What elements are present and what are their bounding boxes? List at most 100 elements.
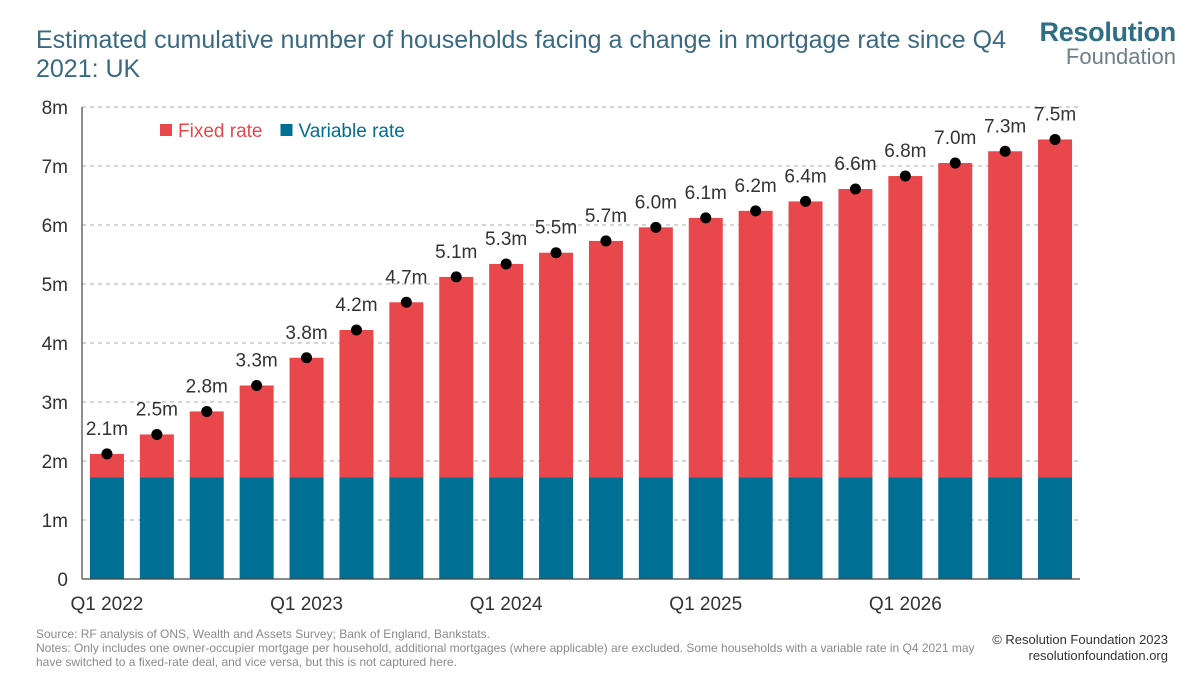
- data-label: 7.5m: [1034, 104, 1076, 125]
- bar-fixed-rate: [489, 263, 524, 478]
- data-label: 5.5m: [535, 218, 577, 239]
- data-label: 2.5m: [136, 399, 178, 420]
- bar-variable-rate: [489, 477, 524, 579]
- total-marker: [450, 271, 462, 283]
- bar-variable-rate: [688, 477, 723, 579]
- total-marker: [101, 448, 113, 460]
- bar-fixed-rate: [89, 453, 124, 478]
- bar-fixed-rate: [938, 163, 973, 478]
- bar-fixed-rate: [439, 276, 474, 478]
- y-tick-label: 0: [57, 570, 68, 591]
- total-marker: [151, 428, 163, 440]
- logo-line-1: Resolution: [1039, 17, 1177, 47]
- total-marker: [500, 258, 512, 270]
- bar-variable-rate: [89, 477, 124, 579]
- chart-title: Estimated cumulative number of household…: [36, 26, 1006, 83]
- y-tick-label: 1m: [42, 511, 68, 532]
- total-marker: [550, 247, 562, 259]
- data-label: 5.3m: [485, 229, 527, 250]
- bar-fixed-rate: [688, 217, 723, 478]
- total-marker: [251, 379, 263, 391]
- bar-fixed-rate: [838, 189, 873, 478]
- legend-label: Variable rate: [298, 121, 404, 142]
- data-label: 6.1m: [685, 183, 727, 204]
- bar-fixed-rate: [289, 357, 324, 478]
- copyright-text: © Resolution Foundation 2023: [992, 632, 1168, 647]
- x-tick-label: Q1 2024: [470, 594, 543, 615]
- bar-variable-rate: [638, 477, 673, 579]
- bar-variable-rate: [289, 477, 324, 579]
- notes-text: Notes: Only includes one owner-occupier …: [36, 641, 975, 669]
- legend-swatch: [160, 124, 172, 136]
- data-label: 5.1m: [435, 242, 477, 263]
- y-tick-label: 5m: [42, 275, 68, 296]
- data-label: 6.8m: [884, 141, 926, 162]
- bar-variable-rate: [1038, 477, 1073, 579]
- total-marker: [750, 205, 762, 217]
- y-tick-label: 7m: [42, 157, 68, 178]
- logo-line-2: Foundation: [1065, 44, 1176, 69]
- gridlines: [82, 106, 1080, 521]
- bar-fixed-rate: [1038, 139, 1073, 478]
- y-tick-label: 3m: [42, 393, 68, 414]
- data-label: 6.2m: [735, 176, 777, 197]
- total-marker: [849, 183, 861, 195]
- bar-variable-rate: [539, 477, 574, 579]
- bar-fixed-rate: [988, 151, 1023, 478]
- bars: [89, 139, 1073, 579]
- legend: Fixed rate Variable rate: [160, 121, 405, 142]
- data-label: 3.8m: [285, 323, 327, 344]
- bar-variable-rate: [588, 477, 623, 579]
- y-tick-label: 4m: [42, 334, 68, 355]
- total-marker: [650, 221, 662, 233]
- bar-variable-rate: [938, 477, 973, 579]
- data-label: 6.6m: [834, 154, 876, 175]
- data-label: 2.8m: [186, 376, 228, 397]
- total-markers: [101, 133, 1061, 460]
- bar-fixed-rate: [339, 330, 374, 478]
- legend-label: Fixed rate: [178, 121, 262, 142]
- data-label: 4.2m: [335, 295, 377, 316]
- data-label: 7.3m: [984, 116, 1026, 137]
- data-label: 5.7m: [585, 206, 627, 227]
- bar-fixed-rate: [638, 227, 673, 478]
- data-label: 2.1m: [86, 419, 128, 440]
- y-tick-label: 6m: [42, 216, 68, 237]
- x-tick-label: Q1 2025: [669, 594, 742, 615]
- bar-variable-rate: [788, 477, 823, 579]
- x-tick-label: Q1 2022: [70, 594, 143, 615]
- axes: 0 1m 2m 3m 4m 5m 6m 7m 8m Q1 2022 Q1 2023 Q1 2024 Q1…: [42, 98, 1080, 615]
- bar-variable-rate: [239, 477, 274, 579]
- bar-fixed-rate: [888, 176, 923, 478]
- credit-block: © Resolution Foundation 2023 resolutionf…: [992, 632, 1168, 664]
- data-label: 7.0m: [934, 128, 976, 149]
- resolution-foundation-logo: Resolution Foundation: [1040, 18, 1177, 68]
- data-label: 4.7m: [385, 267, 427, 288]
- bar-variable-rate: [738, 477, 773, 579]
- y-tick-label: 8m: [42, 98, 68, 119]
- total-marker: [1049, 133, 1061, 145]
- bar-variable-rate: [838, 477, 873, 579]
- bar-variable-rate: [888, 477, 923, 579]
- bar-variable-rate: [189, 477, 224, 579]
- bar-variable-rate: [139, 477, 174, 579]
- bar-fixed-rate: [389, 302, 424, 478]
- bar-fixed-rate: [588, 240, 623, 478]
- legend-swatch: [280, 124, 293, 136]
- bar-fixed-rate: [239, 385, 274, 478]
- x-tick-label: Q1 2023: [270, 594, 343, 615]
- bar-variable-rate: [988, 477, 1023, 579]
- total-marker: [600, 235, 612, 247]
- total-marker: [949, 157, 961, 169]
- data-label: 3.3m: [236, 350, 278, 371]
- data-label: 6.0m: [635, 192, 677, 213]
- bar-fixed-rate: [788, 201, 823, 478]
- total-marker: [700, 212, 712, 224]
- total-marker: [999, 145, 1011, 157]
- bar-variable-rate: [339, 477, 374, 579]
- total-marker: [350, 324, 362, 336]
- total-marker: [400, 296, 412, 308]
- stacked-bar-chart: 2.1m 2.5m 2.8m 3.3m 3.8m 4.2m 4.7m 5.1m 5.3m 5.5m…: [42, 98, 1080, 615]
- bar-fixed-rate: [189, 411, 224, 478]
- bar-variable-rate: [439, 477, 474, 579]
